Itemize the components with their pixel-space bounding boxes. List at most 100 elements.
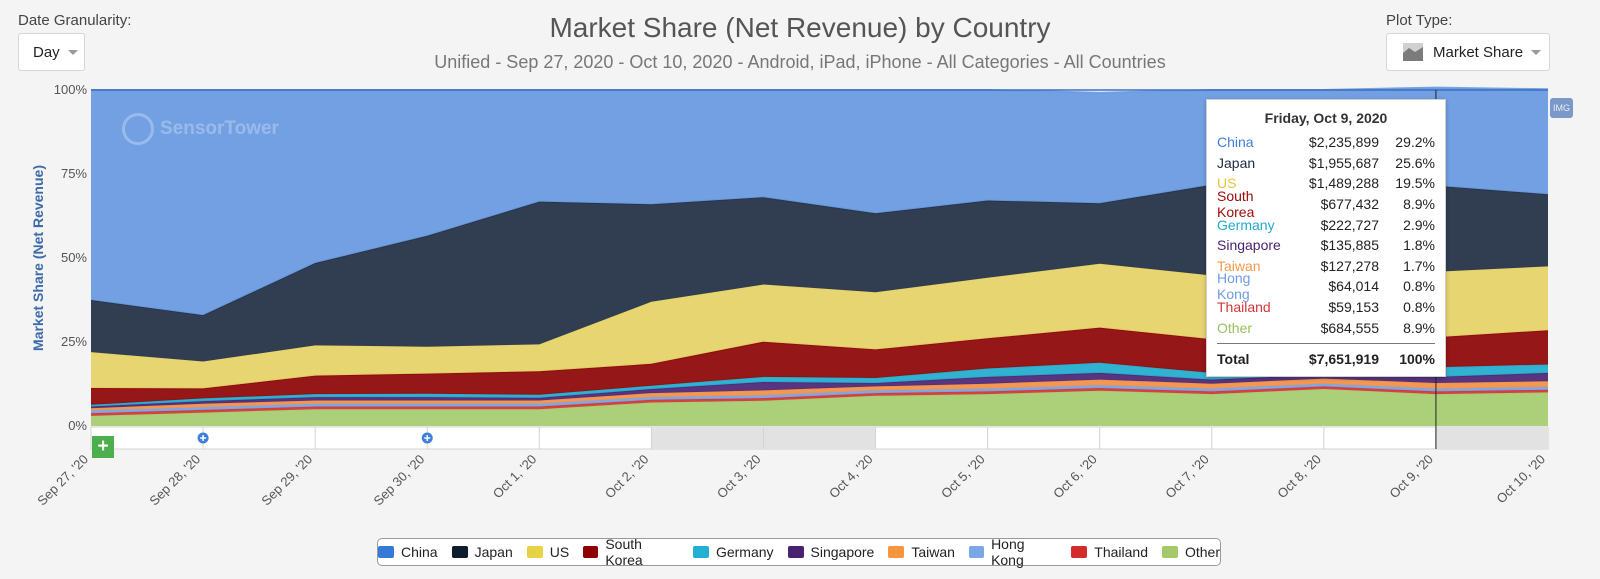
tooltip-value: $1,489,288 <box>1308 175 1379 192</box>
tooltip-country: US <box>1217 175 1237 192</box>
area-south-korea <box>91 327 1548 405</box>
area-taiwan <box>91 378 1548 411</box>
x-tick-label: Sep 29, '20 <box>258 452 315 509</box>
legend-label: China <box>401 544 438 560</box>
legend-swatch <box>888 546 905 558</box>
area-chart-icon <box>1403 43 1423 61</box>
area-us <box>91 263 1548 389</box>
x-tick-label: Oct 5, '20 <box>938 452 988 502</box>
tooltip-country: Hong Kong <box>1217 270 1251 303</box>
legend-item-hong-kong[interactable]: Hong Kong <box>968 536 1057 568</box>
tooltip-pct: 0.8% <box>1403 278 1435 295</box>
area-japan <box>91 179 1548 362</box>
legend-swatch <box>451 546 468 558</box>
tooltip-row-us: US $1,489,288 19.5% <box>1217 173 1435 194</box>
plot-type-value: Market Share <box>1433 43 1524 61</box>
legend-label: Thailand <box>1094 544 1148 560</box>
x-tick-label: Oct 3, '20 <box>714 452 764 502</box>
tooltip-value: $684,555 <box>1320 319 1379 336</box>
chart-subtitle: Unified - Sep 27, 2020 - Oct 10, 2020 - … <box>434 52 1166 72</box>
x-tick-label: Oct 1, '20 <box>490 452 540 502</box>
x-tick-label: Oct 6, '20 <box>1050 452 1100 502</box>
tooltip-value: $59,153 <box>1328 299 1379 316</box>
tooltip-pct: 8.9% <box>1403 196 1435 213</box>
legend-item-china[interactable]: China <box>378 544 438 560</box>
legend-item-taiwan[interactable]: Taiwan <box>888 544 955 560</box>
legend-item-japan[interactable]: Japan <box>451 544 513 560</box>
tooltip-pct: 2.9% <box>1403 216 1435 233</box>
tooltip-pct: 0.8% <box>1403 299 1435 316</box>
tooltip-value: $677,432 <box>1320 196 1379 213</box>
x-tick-label: Sep 27, '20 <box>34 452 91 509</box>
area-singapore <box>91 372 1548 409</box>
chart-title: Market Share (Net Revenue) by Country <box>549 12 1051 43</box>
legend-item-us[interactable]: US <box>526 544 569 560</box>
sensortower-logo-icon <box>122 113 154 145</box>
tooltip-total-label: Total <box>1217 351 1250 368</box>
legend-swatch <box>378 546 394 558</box>
legend-label: Japan <box>474 544 513 560</box>
y-tick-label: 50% <box>61 250 87 265</box>
tooltip-value: $64,014 <box>1328 278 1379 295</box>
legend-swatch <box>1161 546 1178 558</box>
legend-item-singapore[interactable]: Singapore <box>787 544 874 560</box>
legend-item-other[interactable]: Other <box>1161 544 1220 560</box>
date-granularity-value: Day <box>33 43 60 61</box>
x-tick-label: Oct 2, '20 <box>602 452 652 502</box>
x-tick-label: Oct 8, '20 <box>1274 452 1324 502</box>
tooltip-country: South Korea <box>1217 188 1255 221</box>
tooltip-pct: 1.7% <box>1403 257 1435 274</box>
tooltip-country: Thailand <box>1217 299 1271 316</box>
area-other <box>91 389 1548 426</box>
legend-item-south-korea[interactable]: South Korea <box>583 536 679 568</box>
navigator-highlight-range <box>1435 427 1548 449</box>
y-tick-label: 0% <box>68 418 87 433</box>
chevron-down-icon <box>67 49 78 55</box>
tooltip-row-thailand: Thailand $59,153 0.8% <box>1217 297 1435 318</box>
tooltip-row-other: Other $684,555 8.9% <box>1217 317 1435 338</box>
tooltip-value: $135,885 <box>1320 237 1379 254</box>
legend-label: Germany <box>715 544 774 560</box>
tooltip-value: $222,727 <box>1320 216 1379 233</box>
chart-legend: China Japan US South Korea Germany Singapore T… <box>377 536 1221 568</box>
tooltip-value: $127,278 <box>1320 257 1379 274</box>
area-hong-kong <box>91 383 1548 414</box>
tooltip-pct: 25.6% <box>1395 154 1435 171</box>
export-image-button[interactable]: IMG <box>1550 98 1573 118</box>
annotation-marker-icon[interactable] <box>197 432 209 444</box>
legend-swatch <box>583 546 599 558</box>
area-germany <box>91 362 1548 407</box>
tooltip-value: $1,955,687 <box>1308 154 1379 171</box>
tooltip-row-japan: Japan $1,955,687 25.6% <box>1217 153 1435 174</box>
tooltip-country: Japan <box>1217 154 1256 171</box>
tooltip-pct: 29.2% <box>1395 134 1435 151</box>
legend-swatch <box>968 546 985 558</box>
tooltip-pct: 1.8% <box>1403 237 1435 254</box>
x-tick-label: Oct 4, '20 <box>826 452 876 502</box>
legend-item-thailand[interactable]: Thailand <box>1071 544 1148 560</box>
tooltip-value: $2,235,899 <box>1308 134 1379 151</box>
legend-swatch <box>692 546 709 558</box>
add-annotation-button[interactable]: + <box>92 436 114 458</box>
date-granularity-dropdown[interactable]: Day <box>18 33 85 71</box>
x-tick-label: Sep 30, '20 <box>371 452 428 509</box>
tooltip-row-germany: Germany $222,727 2.9% <box>1217 214 1435 235</box>
legend-item-germany[interactable]: Germany <box>692 544 774 560</box>
watermark-text: SensorTower <box>160 118 279 139</box>
plot-type-dropdown[interactable]: Market Share <box>1386 33 1550 71</box>
y-tick-label: 75% <box>61 166 87 181</box>
y-tick-label: 25% <box>61 334 87 349</box>
tooltip-total-pct: 100% <box>1399 351 1435 368</box>
annotation-marker-icon[interactable] <box>421 432 433 444</box>
legend-label: South Korea <box>605 536 643 568</box>
tooltip-country: China <box>1217 134 1254 151</box>
tooltip-row-hong-kong: Hong Kong $64,014 0.8% <box>1217 270 1435 302</box>
tooltip-total-row: Total $7,651,919 100% <box>1217 342 1435 370</box>
tooltip-pct: 8.9% <box>1403 319 1435 336</box>
tooltip-total-value: $7,651,919 <box>1308 351 1379 368</box>
plot-type-label: Plot Type: <box>1386 12 1453 29</box>
tooltip-country: Germany <box>1217 216 1275 233</box>
date-granularity-label: Date Granularity: <box>18 12 132 29</box>
legend-swatch <box>787 546 804 558</box>
area-thailand <box>91 386 1548 416</box>
